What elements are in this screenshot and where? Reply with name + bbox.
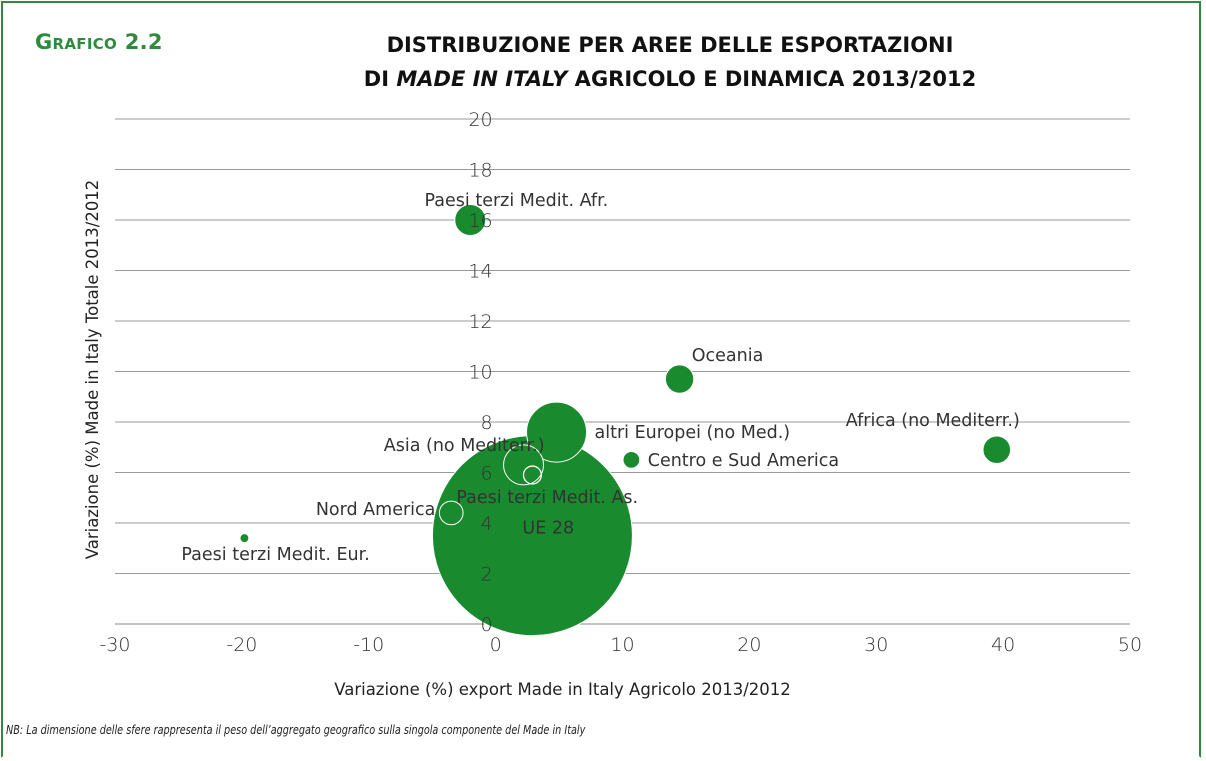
bubble xyxy=(454,204,487,236)
x-tick-label: 40 xyxy=(991,634,1015,656)
x-tick-label: 20 xyxy=(737,634,761,656)
y-tick-label: 4 xyxy=(481,513,493,535)
y-tick-label: 0 xyxy=(481,614,493,636)
point-label: UE 28 xyxy=(522,519,574,539)
bubble xyxy=(664,364,695,394)
bubble xyxy=(522,465,543,485)
point-label: altri Europei (no Med.) xyxy=(595,423,791,443)
y-tick-label: 16 xyxy=(468,210,492,232)
x-tick-label: -30 xyxy=(99,634,130,656)
y-tick-label: 8 xyxy=(481,412,493,434)
chart-title: DISTRIBUZIONE PER AREE DELLE ESPORTAZION… xyxy=(200,28,1140,96)
point-label: Africa (no Mediterr.) xyxy=(846,411,1020,431)
bubble xyxy=(982,435,1012,465)
title-line-2-prefix: DI xyxy=(363,67,397,91)
x-tick-label: 0 xyxy=(490,634,502,656)
point-labels: Paesi terzi Medit. Afr. Oceania altri Euro… xyxy=(181,191,1019,565)
title-line-1: DISTRIBUZIONE PER AREE DELLE ESPORTAZION… xyxy=(386,33,954,57)
x-tick-label: -20 xyxy=(226,634,257,656)
bubbles-layer xyxy=(239,204,1012,637)
point-label: Oceania xyxy=(692,346,764,366)
title-line-2-italic: MADE IN ITALY xyxy=(396,67,568,91)
point-label: Nord America xyxy=(316,500,436,520)
grid-lines xyxy=(115,118,1130,625)
y-tick-label: 14 xyxy=(468,261,492,283)
bubble xyxy=(438,500,464,526)
bubble xyxy=(239,533,250,544)
y-tick-label: 18 xyxy=(468,160,492,182)
x-tick-label: 50 xyxy=(1118,634,1142,656)
y-tick-label: 12 xyxy=(468,311,492,333)
y-tick-label: 2 xyxy=(481,564,493,586)
x-tick-labels: -30 -20 -10 0 10 20 30 40 50 xyxy=(99,634,1142,656)
x-axis-label: Variazione (%) export Made in Italy Agri… xyxy=(334,680,791,699)
bubble xyxy=(526,401,588,463)
y-tick-labels: 0 2 4 6 8 10 12 14 16 18 20 xyxy=(468,109,492,636)
y-tick-label: 20 xyxy=(468,109,492,131)
point-label: Paesi terzi Medit. Afr. xyxy=(425,191,609,211)
x-tick-label: 10 xyxy=(610,634,634,656)
point-label: Centro e Sud America xyxy=(648,451,839,471)
point-label: Paesi terzi Medit. Eur. xyxy=(181,545,369,565)
y-tick-label: 6 xyxy=(481,463,493,485)
point-label: Asia (no Mediterr.) xyxy=(384,436,545,456)
point-label: Paesi terzi Medit. As. xyxy=(456,488,638,508)
x-tick-label: -10 xyxy=(353,634,384,656)
figure-label: Grafico 2.2 xyxy=(35,30,163,54)
y-axis-label: Variazione (%) Made in Italy Totale 2013… xyxy=(83,180,102,560)
x-tick-label: 30 xyxy=(864,634,888,656)
y-tick-label: 10 xyxy=(468,362,492,384)
title-line-2-suffix: AGRICOLO E DINAMICA 2013/2012 xyxy=(567,67,977,91)
footnote: NB: La dimensione delle sfere rappresent… xyxy=(6,722,586,737)
bubble xyxy=(622,451,641,469)
bubble xyxy=(503,444,545,486)
title-line-2: DI MADE IN ITALY AGRICOLO E DINAMICA 201… xyxy=(200,62,1140,96)
